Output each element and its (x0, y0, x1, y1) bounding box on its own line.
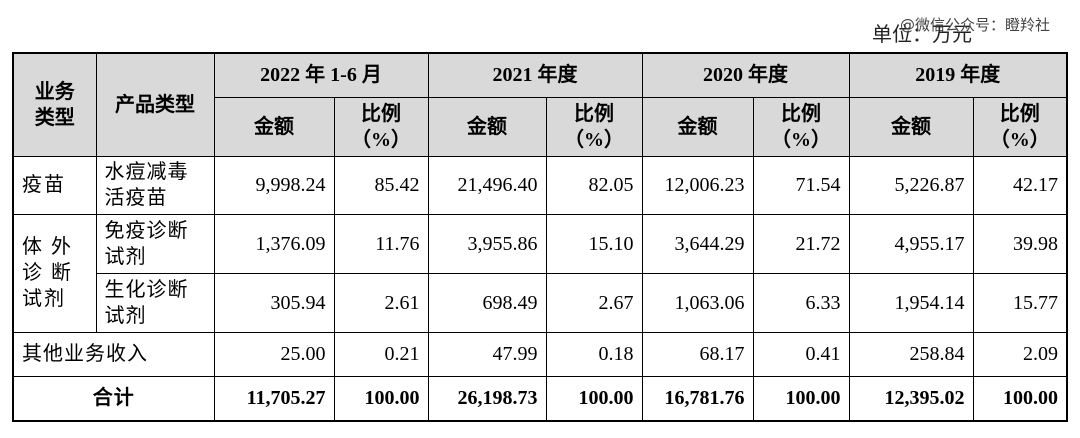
value-cell: 258.84 (848, 331, 974, 377)
value-cell: 9,998.24 (213, 155, 335, 215)
table-body: 业务 类型 产品类型 2022 年 1-6 月 2021 年度 2020 年度 2019 … (12, 52, 1068, 422)
unit-label: 单位：万元 (872, 24, 972, 46)
value-cell: 0.41 (752, 331, 850, 377)
value-cell: 68.17 (641, 331, 754, 377)
header-cell: 比例 （%） (972, 96, 1068, 157)
total-row: 合计 11,705.27 100.00 26,198.73 100.00 16,781.7… (12, 375, 1068, 422)
value-cell: 2.67 (545, 272, 643, 333)
product-type: 水痘减毒 活疫苗 (95, 155, 215, 215)
value-cell: 2.61 (333, 272, 429, 333)
header-cell: 金额 (848, 96, 974, 157)
value-cell: 3,955.86 (427, 213, 547, 274)
business-type: 疫苗 (12, 155, 97, 215)
product-type: 免疫诊断 试剂 (95, 213, 215, 274)
value-cell: 100.00 (333, 375, 429, 422)
value-cell: 0.21 (333, 331, 429, 377)
value-cell: 0.18 (545, 331, 643, 377)
value-cell: 1,063.06 (641, 272, 754, 333)
value-cell: 42.17 (972, 155, 1068, 215)
value-cell: 21.72 (752, 213, 850, 274)
value-cell: 1,376.09 (213, 213, 335, 274)
value-cell: 6.33 (752, 272, 850, 333)
period-header: 2019 年度 (848, 52, 1068, 98)
value-cell: 85.42 (333, 155, 429, 215)
revenue-table: 业务 类型 产品类型 2022 年 1-6 月 2021 年度 2020 年度 2019 … (12, 52, 1069, 422)
value-cell: 3,644.29 (641, 213, 754, 274)
period-header: 2021 年度 (427, 52, 643, 98)
value-cell: 15.10 (545, 213, 643, 274)
header-cell: 比例 （%） (545, 96, 643, 157)
value-cell: 12,006.23 (641, 155, 754, 215)
value-cell: 11.76 (333, 213, 429, 274)
value-cell: 39.98 (972, 213, 1068, 274)
period-header: 2020 年度 (641, 52, 850, 98)
header-row: 金额 比例 （%） 金额 比例 （%） 金额 比例 （%） 金额 比例 （%） (13, 96, 1068, 157)
value-cell: 11,705.27 (213, 375, 335, 422)
value-cell: 71.54 (752, 155, 850, 215)
watermark: @微信公众号：瞪羚社 (900, 16, 1051, 34)
value-cell: 100.00 (972, 375, 1068, 422)
data-row: 疫苗 水痘减毒 活疫苗 9,998.24 85.42 21,496.40 82.05 12,… (12, 155, 1068, 215)
period-header: 2022 年 1-6 月 (213, 52, 429, 98)
data-row: 其他业务收入 25.00 0.21 47.99 0.18 68.17 0.41 258.84 2… (12, 331, 1068, 377)
row-label: 合计 (12, 375, 215, 422)
header-cell: 业务 类型 (12, 52, 97, 157)
value-cell: 21,496.40 (427, 155, 547, 215)
data-row: 体 外 诊 断 试剂 免疫诊断 试剂 1,376.09 11.76 3,955.86 15… (12, 213, 1068, 333)
data-row: 生化诊断 试剂 305.94 2.61 698.49 2.67 1,063.06 6.33 1… (13, 272, 1068, 333)
value-cell: 25.00 (213, 331, 335, 377)
row-label: 其他业务收入 (12, 331, 215, 377)
header-cell: 比例 （%） (752, 96, 850, 157)
value-cell: 47.99 (427, 331, 547, 377)
header-cell: 金额 (213, 96, 335, 157)
header-cell: 金额 (427, 96, 547, 157)
value-cell: 4,955.17 (848, 213, 974, 274)
value-cell: 82.05 (545, 155, 643, 215)
header-cell: 金额 (641, 96, 754, 157)
value-cell: 1,954.14 (848, 272, 974, 333)
value-cell: 26,198.73 (427, 375, 547, 422)
header-row: 业务 类型 产品类型 2022 年 1-6 月 2021 年度 2020 年度 2019 … (12, 52, 1068, 157)
value-cell: 100.00 (545, 375, 643, 422)
value-cell: 305.94 (213, 272, 335, 333)
business-type: 体 外 诊 断 试剂 (12, 213, 97, 333)
value-cell: 2.09 (972, 331, 1068, 377)
value-cell: 16,781.76 (641, 375, 754, 422)
header-cell: 产品类型 (95, 52, 215, 157)
header-cell: 比例 （%） (333, 96, 429, 157)
value-cell: 15.77 (972, 272, 1068, 333)
value-cell: 5,226.87 (848, 155, 974, 215)
value-cell: 698.49 (427, 272, 547, 333)
value-cell: 12,395.02 (848, 375, 974, 422)
value-cell: 100.00 (752, 375, 850, 422)
product-type: 生化诊断 试剂 (95, 272, 215, 333)
